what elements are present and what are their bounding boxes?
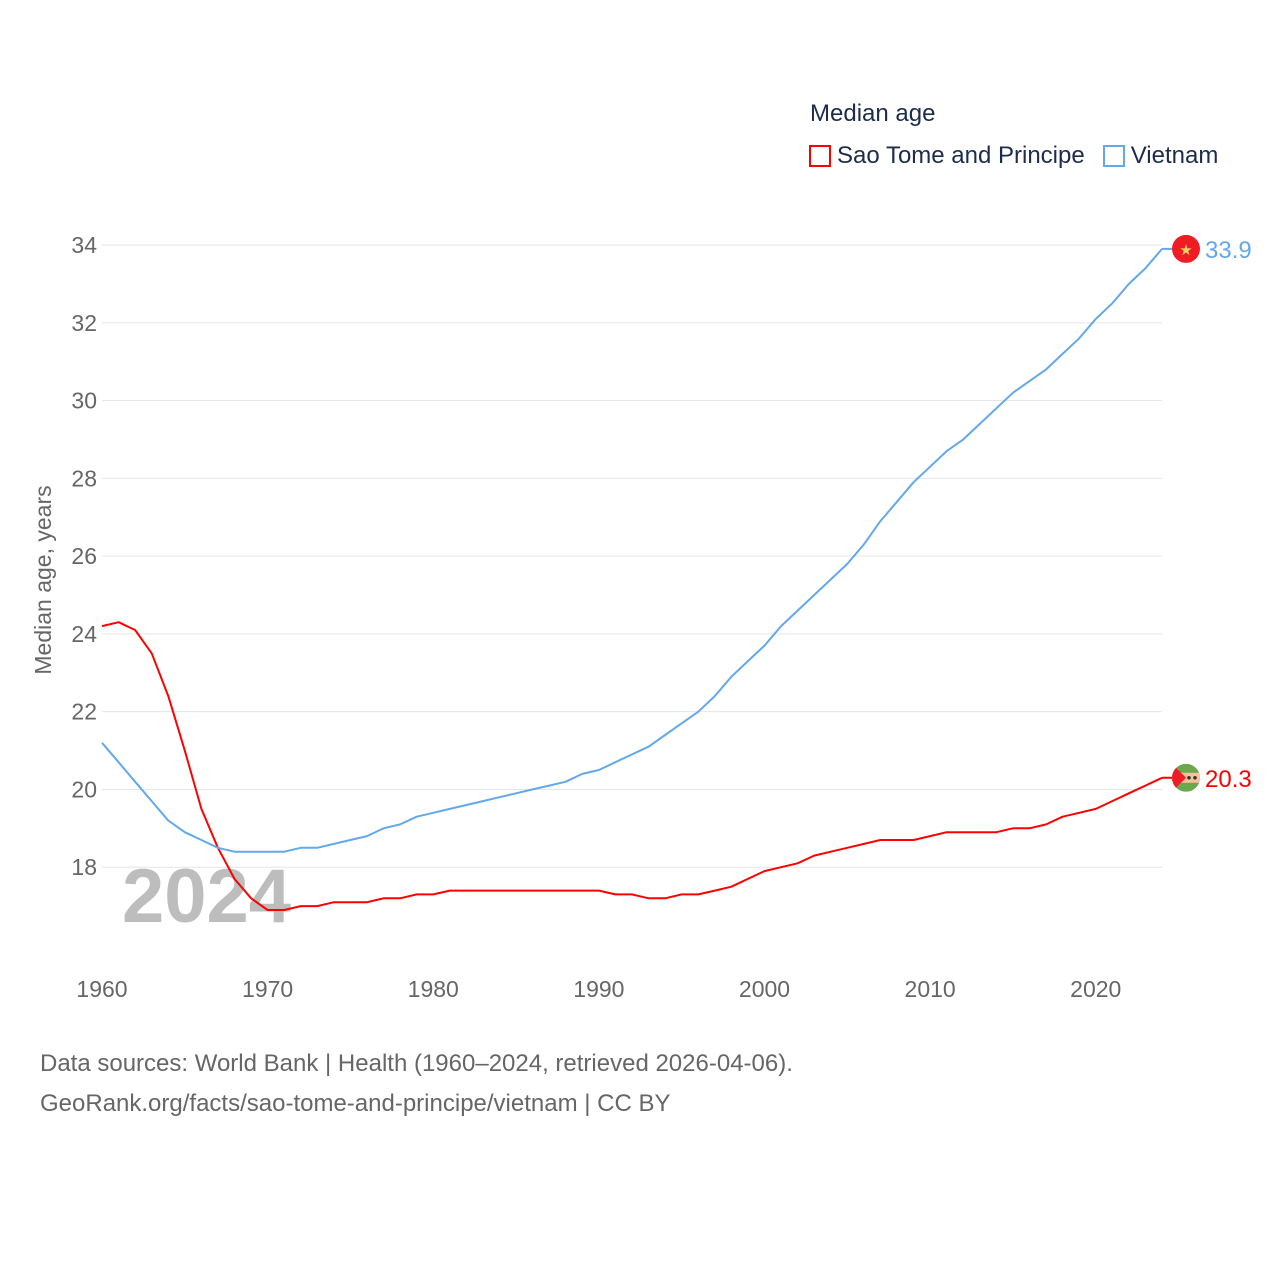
y-tick-label: 24 <box>71 621 97 647</box>
flag-triangle <box>1172 763 1186 792</box>
source-link[interactable]: GeoRank.org/facts/sao-tome-and-principe/… <box>40 1090 671 1117</box>
y-tick-label: 20 <box>71 776 97 802</box>
end-value-label: 33.9 <box>1205 237 1252 264</box>
end-value-label: 20.3 <box>1205 766 1252 793</box>
y-tick-label: 26 <box>71 543 97 569</box>
series-line-vietnam <box>101 248 1163 853</box>
sao-tome-flag-icon <box>1172 763 1200 792</box>
footer: Data sources: World Bank | Health (1960–… <box>40 1044 793 1124</box>
y-tick-label: 28 <box>71 465 97 491</box>
legend-label: Sao Tome and Principe <box>837 142 1085 169</box>
y-tick-label: 18 <box>71 854 97 880</box>
series-line-sao-tome <box>101 621 1163 911</box>
y-tick-label: 32 <box>71 310 97 336</box>
x-tick-label: 1990 <box>573 976 624 1002</box>
y-tick-label: 34 <box>71 232 97 258</box>
legend-label: Vietnam <box>1130 142 1219 169</box>
flag-star <box>1193 775 1197 780</box>
flag-star <box>1187 775 1191 780</box>
vietnam-flag-icon <box>1172 234 1200 263</box>
star-icon: ★ <box>1179 242 1192 259</box>
x-tick-label: 2010 <box>905 976 956 1002</box>
legend-swatch <box>809 145 831 167</box>
legend: Sao Tome and Principe Vietnam <box>809 142 1218 170</box>
y-tick-label: 30 <box>71 388 97 414</box>
y-tick-label: 22 <box>71 699 97 725</box>
legend-swatch <box>1102 145 1125 167</box>
legend-item-sao-tome[interactable]: Sao Tome and Principe <box>809 142 1085 170</box>
legend-item-vietnam[interactable]: Vietnam <box>1102 142 1219 170</box>
data-sources: Data sources: World Bank | Health (1960–… <box>40 1050 793 1077</box>
x-tick-label: 2000 <box>739 976 790 1002</box>
legend-title: Median age <box>810 100 936 127</box>
x-tick-label: 1960 <box>76 976 127 1002</box>
y-axis-label: Median age, years <box>30 485 56 674</box>
x-tick-label: 2020 <box>1070 976 1121 1002</box>
year-watermark: 2024 <box>122 854 291 939</box>
x-tick-label: 1980 <box>408 976 459 1002</box>
x-tick-label: 1970 <box>242 976 293 1002</box>
